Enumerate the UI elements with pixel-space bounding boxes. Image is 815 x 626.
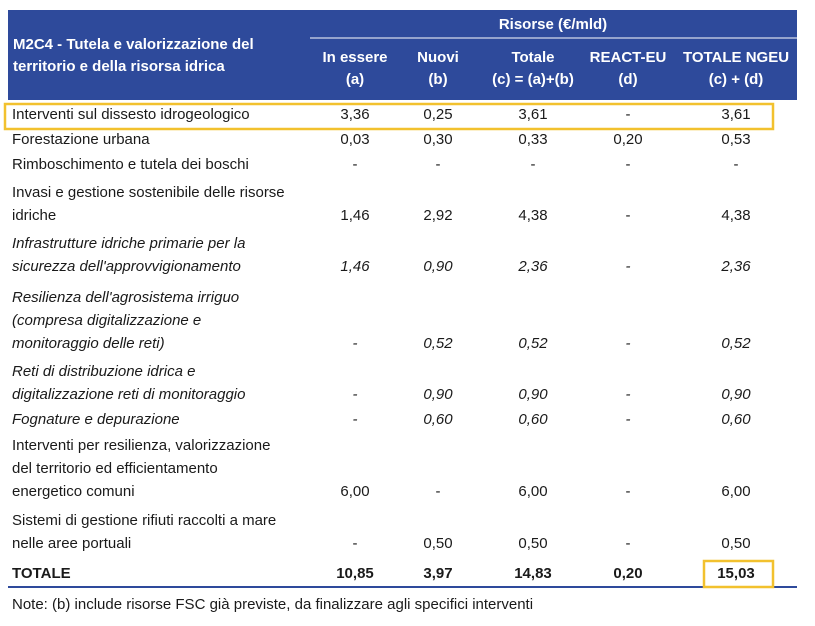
cell-value: 0,53	[721, 131, 750, 148]
cell-value: 0,25	[423, 106, 452, 123]
row-label: Invasi e gestione sostenibile delle riso…	[12, 184, 285, 201]
total-value: 10,85	[336, 565, 374, 582]
cell-value: -	[626, 258, 631, 275]
row-label: digitalizzazione reti di monitoraggio	[12, 386, 245, 403]
row-label: Reti di distribuzione idrica e	[12, 363, 195, 380]
row-label: energetico comuni	[12, 483, 135, 500]
cell-value: -	[734, 156, 739, 173]
total-value: 0,20	[613, 565, 642, 582]
column-header: (c) = (a)+(b)	[492, 71, 574, 88]
cell-value: 0,52	[518, 335, 548, 352]
cell-value: 6,00	[721, 483, 750, 500]
cell-value: 4,38	[721, 207, 750, 224]
cell-value: -	[626, 335, 631, 352]
cell-value: 3,36	[340, 106, 369, 123]
cell-value: 0,20	[613, 131, 642, 148]
cell-value: -	[626, 156, 631, 173]
table-title: territorio e della risorsa idrica	[13, 58, 225, 75]
highlight-cell	[702, 559, 775, 589]
column-header: (b)	[428, 71, 447, 88]
cell-value: 2,36	[720, 258, 751, 275]
row-label: idriche	[12, 207, 56, 224]
cell-value: -	[436, 483, 441, 500]
header-band	[8, 10, 797, 100]
cell-value: 0,52	[423, 335, 453, 352]
column-header: (a)	[346, 71, 364, 88]
row-label: sicurezza dell'approvvigionamento	[12, 258, 241, 275]
row-label: (compresa digitalizzazione e	[12, 312, 201, 329]
cell-value: 1,46	[340, 207, 369, 224]
total-label: TOTALE	[12, 565, 71, 582]
row-label: Infrastrutture idriche primarie per la	[12, 235, 245, 252]
cell-value: -	[626, 483, 631, 500]
table-title: M2C4 - Tutela e valorizzazione del	[13, 36, 254, 53]
cell-value: 0,50	[721, 535, 750, 552]
cell-value: 3,61	[518, 106, 547, 123]
cell-value: 0,52	[721, 335, 751, 352]
row-label: monitoraggio delle reti)	[12, 335, 165, 352]
group-header: Risorse (€/mld)	[499, 16, 607, 33]
row-label: Interventi per resilienza, valorizzazion…	[12, 437, 270, 454]
cell-value: -	[626, 386, 631, 403]
cell-value: 0,33	[518, 131, 547, 148]
row-label: del territorio ed efficientamento	[12, 460, 218, 477]
cell-value: 2,92	[423, 207, 452, 224]
row-label: Forestazione urbana	[12, 131, 150, 148]
cell-value: -	[353, 156, 358, 173]
cell-value: -	[353, 335, 358, 352]
cell-value: -	[531, 156, 536, 173]
cell-value: -	[626, 207, 631, 224]
row-label: Fognature e depurazione	[12, 411, 180, 428]
cell-value: -	[353, 535, 358, 552]
row-label: Interventi sul dissesto idrogeologico	[12, 106, 250, 123]
cell-value: 0,50	[423, 535, 452, 552]
note: Note: (b) include risorse FSC già previs…	[12, 596, 533, 613]
column-header: In essere	[322, 49, 387, 66]
total-value: 14,83	[514, 565, 552, 582]
column-header: REACT-EU	[590, 49, 667, 66]
row-label: Sistemi di gestione rifiuti raccolti a m…	[12, 512, 276, 529]
cell-value: -	[626, 106, 631, 123]
cell-value: -	[353, 386, 358, 403]
cell-value: 0,90	[423, 386, 453, 403]
row-label: Resilienza dell'agrosistema irriguo	[12, 289, 239, 306]
cell-value: 6,00	[518, 483, 547, 500]
column-header: (c) + (d)	[709, 71, 764, 88]
cell-value: 0,30	[423, 131, 452, 148]
cell-value: 0,90	[721, 386, 751, 403]
cell-value: 2,36	[517, 258, 548, 275]
cell-value: -	[436, 156, 441, 173]
cell-value: 0,90	[423, 258, 453, 275]
cell-value: 0,90	[518, 386, 548, 403]
total-value: 15,03	[717, 565, 755, 582]
column-header: Totale	[511, 49, 554, 66]
cell-value: 4,38	[518, 207, 547, 224]
cell-value: -	[626, 535, 631, 552]
cell-value: 0,03	[340, 131, 369, 148]
column-header: (d)	[618, 71, 637, 88]
row-label: Rimboschimento e tutela dei boschi	[12, 156, 249, 173]
cell-value: 3,61	[721, 106, 750, 123]
cell-value: -	[353, 411, 358, 428]
row-label: nelle aree portuali	[12, 535, 131, 552]
cell-value: -	[626, 411, 631, 428]
column-header: Nuovi	[417, 49, 459, 66]
cell-value: 0,50	[518, 535, 547, 552]
cell-value: 0,60	[423, 411, 453, 428]
highlight-row	[3, 102, 775, 131]
cell-value: 0,60	[721, 411, 751, 428]
column-header: TOTALE NGEU	[683, 49, 789, 66]
cell-value: 6,00	[340, 483, 369, 500]
cell-value: 0,60	[518, 411, 548, 428]
cell-value: 1,46	[340, 258, 370, 275]
total-value: 3,97	[423, 565, 452, 582]
